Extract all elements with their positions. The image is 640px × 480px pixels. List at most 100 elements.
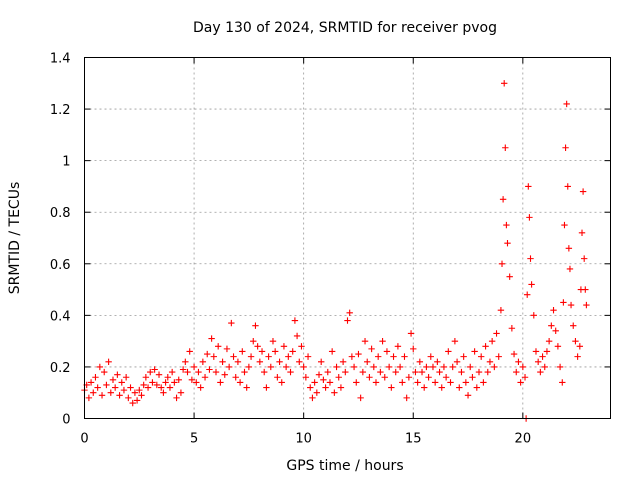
- data-point-marker: [271, 348, 279, 355]
- data-point-marker: [403, 394, 410, 402]
- data-point-marker: [236, 379, 244, 386]
- data-point-marker: [131, 389, 139, 396]
- data-point-marker: [467, 363, 474, 371]
- data-point-marker: [162, 379, 169, 386]
- data-point-marker: [129, 399, 136, 407]
- data-point-marker: [252, 322, 259, 329]
- data-point-marker: [414, 379, 421, 386]
- data-point-marker: [289, 348, 296, 355]
- data-point-marker: [541, 363, 548, 371]
- data-point-marker: [377, 368, 384, 376]
- data-point-marker: [243, 384, 250, 391]
- data-point-marker: [532, 348, 540, 355]
- x-tick-labels: 0 5 10 15 20: [80, 432, 531, 447]
- data-point-marker: [171, 379, 178, 386]
- data-point-marker: [298, 343, 305, 350]
- data-point-marker: [293, 332, 301, 340]
- data-point-marker: [399, 379, 406, 386]
- data-point-marker: [526, 214, 533, 221]
- data-point-marker: [142, 374, 150, 381]
- plot-frame: [84, 57, 611, 419]
- data-point-marker: [337, 384, 345, 391]
- x-tick-label: 0: [80, 432, 88, 447]
- data-point-marker: [564, 183, 571, 190]
- data-point-marker: [451, 337, 459, 345]
- data-point-marker: [554, 343, 562, 350]
- data-point-marker: [212, 368, 220, 376]
- data-point-marker: [503, 221, 510, 229]
- data-point-marker: [563, 100, 570, 108]
- data-point-marker: [348, 353, 356, 360]
- data-point-marker: [491, 363, 498, 371]
- data-point-marker: [210, 353, 218, 360]
- data-point-marker: [261, 368, 268, 376]
- data-point-marker: [525, 183, 532, 190]
- y-tick-labels: 0 0.2 0.4 0.6 0.8 1 1.2 1.4: [50, 52, 71, 428]
- data-point-marker: [471, 348, 478, 355]
- data-point-marker: [160, 389, 167, 396]
- data-point-marker: [502, 144, 509, 151]
- y-axis-label: SRMTID / TECUs: [7, 182, 23, 295]
- data-point-marker: [484, 368, 491, 376]
- data-point-marker: [436, 368, 443, 376]
- data-point-marker: [331, 389, 338, 396]
- data-point-marker: [320, 376, 327, 384]
- x-tick-label: 10: [295, 432, 312, 447]
- data-point-marker: [333, 363, 340, 371]
- data-point-marker: [164, 374, 171, 381]
- data-point-marker: [583, 301, 590, 309]
- data-point-marker: [460, 353, 467, 360]
- data-points: [81, 80, 590, 422]
- data-point-marker: [498, 260, 506, 267]
- data-point-marker: [438, 384, 445, 391]
- data-point-marker: [548, 322, 555, 329]
- data-point-marker: [138, 392, 145, 399]
- data-point-marker: [388, 384, 395, 391]
- data-point-marker: [300, 363, 307, 371]
- data-point-marker: [90, 389, 97, 396]
- data-point-marker: [381, 374, 388, 381]
- data-point-marker: [232, 374, 239, 381]
- data-point-marker: [501, 80, 508, 87]
- data-point-marker: [278, 379, 285, 386]
- data-point-marker: [309, 394, 316, 402]
- data-point-marker: [136, 386, 143, 394]
- data-point-marker: [407, 330, 415, 337]
- data-point-marker: [458, 368, 465, 376]
- x-tick-label: 15: [405, 432, 422, 447]
- data-point-marker: [368, 345, 375, 353]
- data-point-marker: [326, 379, 334, 386]
- x-axis-label: GPS time / hours: [286, 458, 403, 474]
- data-point-marker: [561, 221, 568, 229]
- data-point-marker: [434, 358, 441, 365]
- data-point-marker: [188, 376, 196, 384]
- data-point-marker: [445, 348, 452, 355]
- data-point-marker: [98, 392, 106, 399]
- data-point-marker: [357, 394, 364, 402]
- y-tick-label: 0.2: [50, 361, 71, 376]
- data-point-marker: [125, 394, 132, 402]
- data-point-marker: [153, 381, 161, 389]
- data-point-marker: [190, 363, 198, 371]
- data-point-marker: [296, 358, 303, 365]
- data-point-marker: [245, 363, 253, 371]
- data-point-marker: [267, 363, 274, 371]
- y-tick-label: 0: [62, 413, 70, 428]
- data-point-marker: [197, 384, 204, 391]
- data-point-marker: [105, 358, 112, 365]
- data-point-marker: [582, 286, 589, 293]
- data-point-marker: [550, 307, 557, 314]
- data-point-marker: [173, 394, 180, 402]
- y-tick-label: 1: [62, 155, 70, 170]
- data-point-marker: [239, 348, 246, 355]
- data-point-marker: [499, 196, 507, 203]
- data-point-marker: [155, 371, 163, 378]
- data-point-marker: [109, 376, 117, 384]
- data-point-marker: [370, 363, 377, 371]
- data-point-marker: [149, 379, 156, 386]
- data-point-marker: [410, 345, 417, 353]
- data-point-marker: [537, 368, 544, 376]
- data-point-marker: [456, 384, 463, 391]
- data-point-marker: [425, 374, 432, 381]
